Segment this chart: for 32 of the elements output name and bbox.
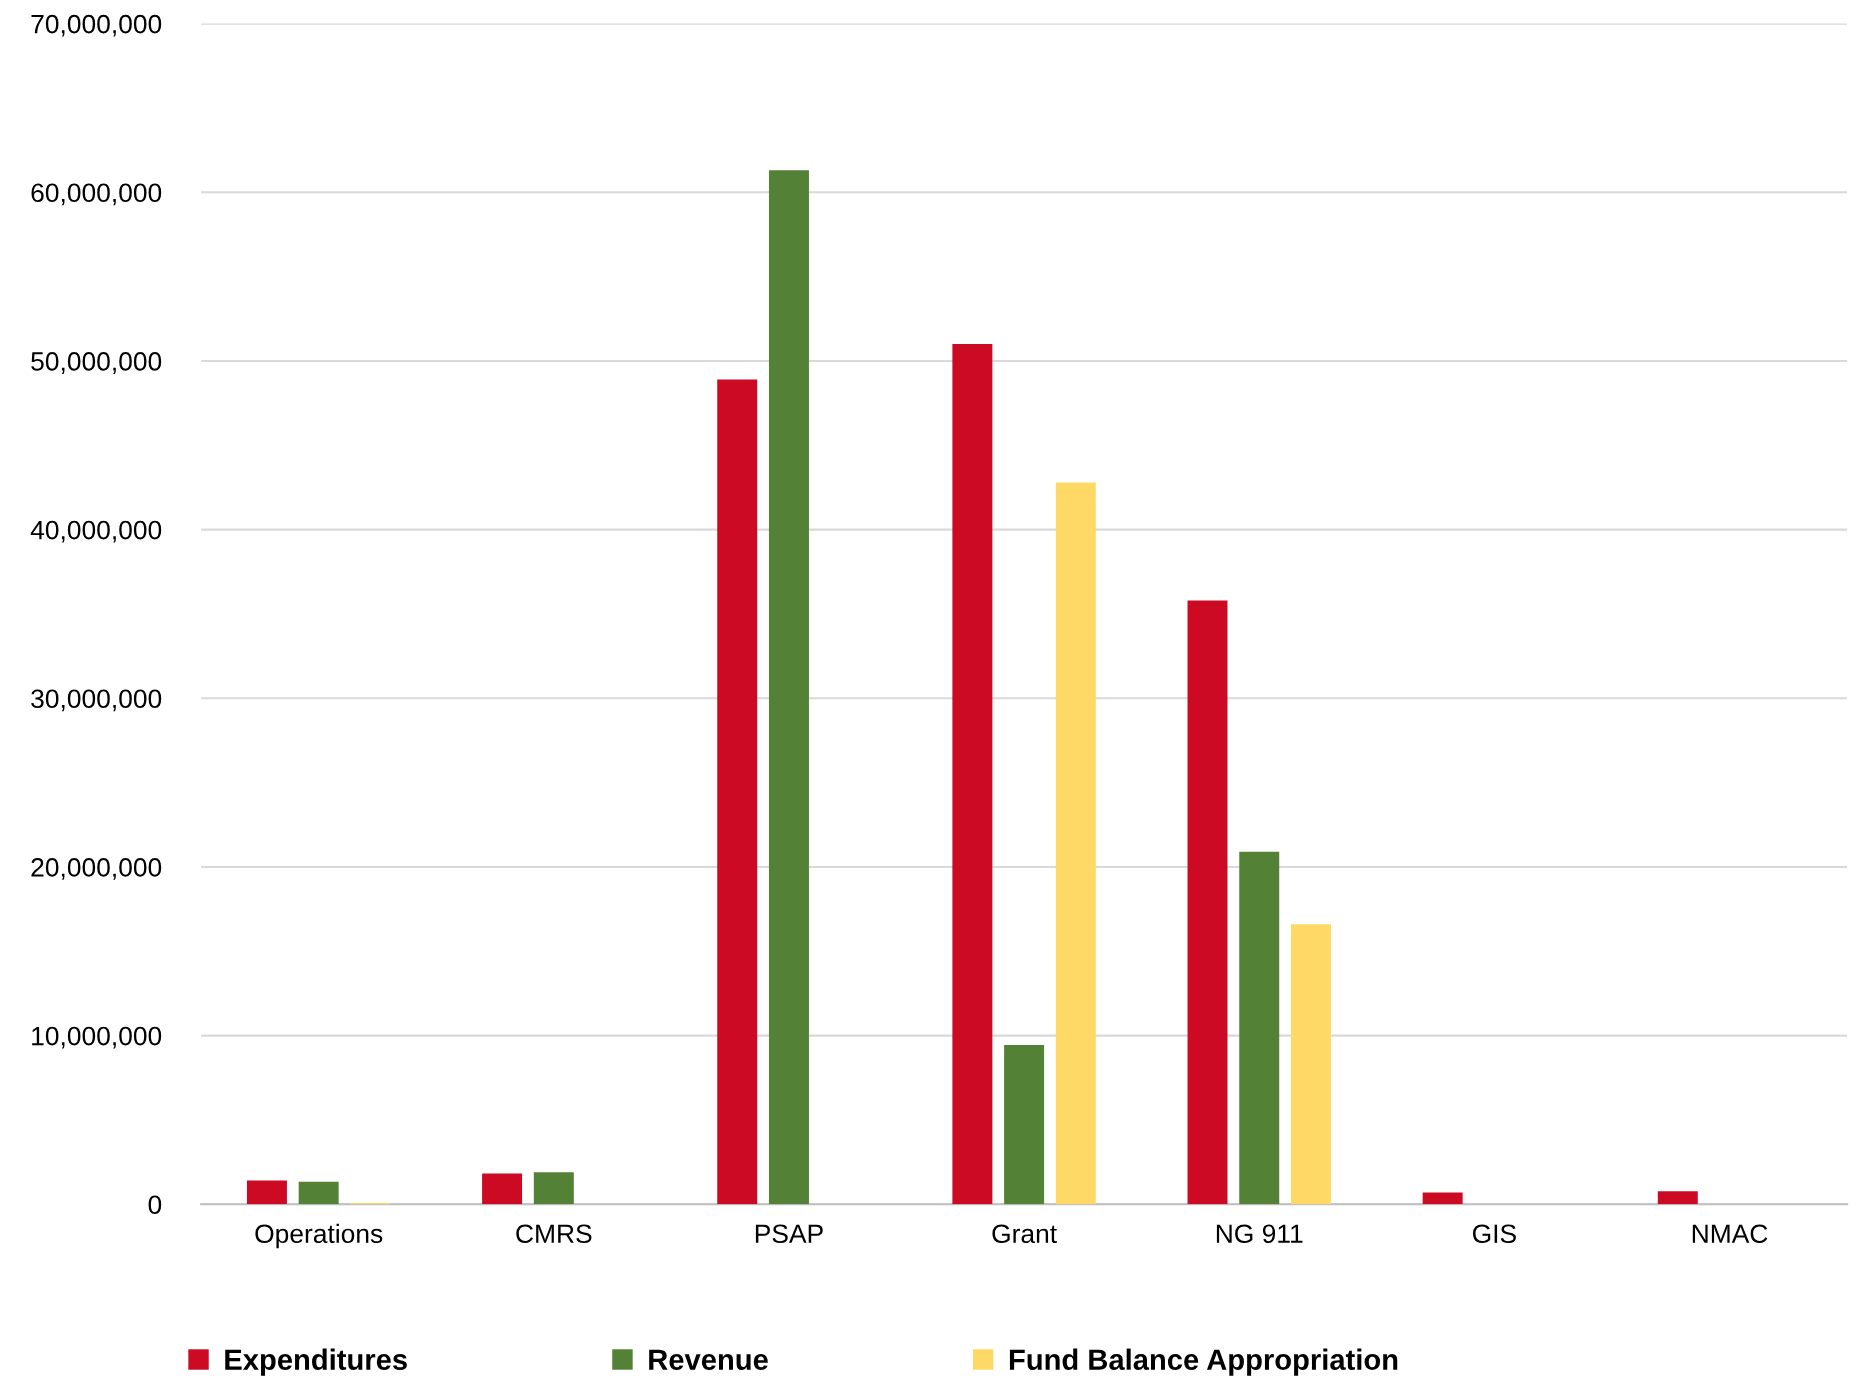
x-tick-label: CMRS: [516, 1224, 592, 1244]
bar: [1055, 482, 1096, 1205]
bar: [952, 344, 993, 1205]
bar: [1239, 851, 1280, 1205]
bar: [1657, 1191, 1698, 1205]
x-tick-label: Operations: [255, 1223, 383, 1249]
x-tick-label: NMAC: [1692, 1224, 1768, 1244]
x-tick-label: Grant: [992, 1224, 1057, 1244]
legend-label: Revenue: [649, 1349, 768, 1370]
x-tick-label: NG 911: [1216, 1224, 1303, 1244]
y-tick-label: 30,000,000: [31, 689, 162, 712]
legend-label: Fund Balance Appropriation: [1009, 1348, 1398, 1376]
bar: [482, 1173, 523, 1205]
bar: [717, 379, 758, 1205]
bar: [1187, 600, 1228, 1205]
y-tick-label: 40,000,000: [30, 520, 162, 543]
bar: [1290, 924, 1331, 1205]
y-tick-label: 20,000,000: [31, 858, 162, 880]
bar: [768, 170, 809, 1205]
y-tick-label: 50,000,000: [31, 352, 162, 374]
y-tick-label: 10,000,000: [32, 1026, 162, 1049]
bar: [298, 1181, 339, 1205]
legend-label: Expenditures: [225, 1348, 407, 1376]
bar: [1004, 1045, 1045, 1205]
bar: [1422, 1192, 1463, 1205]
y-tick-label: 60,000,000: [31, 183, 162, 206]
y-tick-label: 70,000,000: [31, 14, 162, 37]
x-tick-label: PSAP: [755, 1224, 823, 1244]
bar: [533, 1172, 574, 1205]
y-tick-label: 0: [148, 1195, 162, 1215]
x-tick-label: GIS: [1472, 1224, 1516, 1244]
bar: [246, 1180, 287, 1205]
